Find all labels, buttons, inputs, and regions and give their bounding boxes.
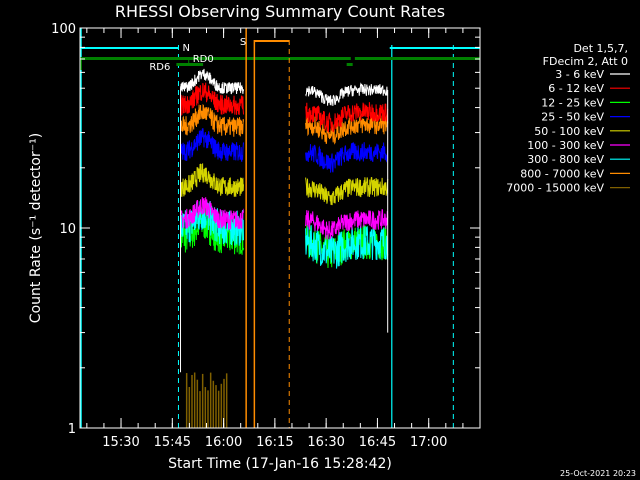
x-tick-label: 16:00 (205, 435, 242, 450)
series-line-0-a (180, 68, 244, 95)
series-line-5-a (180, 197, 244, 230)
flag-RD6-bar (176, 63, 204, 66)
legend-entry-label: 300 - 800 keV (527, 153, 604, 166)
flag-RD0-label: RD0 (193, 54, 214, 65)
flag-N-label: N (182, 43, 189, 54)
flag-N-bar (389, 47, 480, 49)
flag-S-label: S (240, 37, 246, 48)
legend-entry-label: 12 - 25 keV (541, 96, 604, 109)
flags-layer: N RD0 RD6 S (80, 28, 480, 428)
flag-RD0-bar (80, 57, 351, 60)
chart-title: RHESSI Observing Summary Count Rates (115, 2, 445, 21)
y-tick-label: 1 (68, 422, 76, 437)
x-tick-label: 15:30 (102, 435, 139, 450)
legend-entry-label: 6 - 12 keV (548, 82, 604, 95)
x-axis-label: Start Time (17-Jan-16 15:28:42) (168, 456, 392, 472)
legend-entry-label: 25 - 50 keV (541, 111, 604, 124)
footer-date: 25-Oct-2021 20:23 (560, 469, 636, 478)
series-line-3-b (305, 142, 389, 173)
legend-entry-label: 7000 - 15000 keV (506, 182, 604, 195)
flag-S-bar (254, 40, 290, 42)
flag-RD0-bar (354, 57, 480, 60)
series-line-4-b (305, 176, 389, 206)
y-tick-label: 100 (51, 22, 76, 37)
series-line-3-a (180, 128, 244, 162)
series-line-6-b (305, 224, 389, 269)
series-line-1-a (180, 82, 244, 116)
series-line-7-a (180, 103, 244, 137)
legend-entry-label: 50 - 100 keV (534, 125, 604, 138)
series-layer (180, 68, 389, 428)
legend-entry-label: 3 - 6 keV (555, 68, 604, 81)
x-tick-label: 16:30 (307, 435, 344, 450)
y-tick-label: 10 (59, 222, 76, 237)
flag-RD6-label: RD6 (149, 62, 170, 73)
legend-entry-label: 800 - 7000 keV (520, 167, 604, 180)
legend-header-line: FDecim 2, Att 0 (543, 55, 628, 68)
series-line-4-a (180, 163, 244, 197)
legend-entry-label: 100 - 300 keV (527, 139, 604, 152)
flag-RD0-mark (346, 63, 353, 66)
legend-header-line: Det 1,5,7, (573, 42, 628, 55)
series-line-0-b (305, 82, 389, 106)
series-line-1-b (305, 102, 389, 133)
x-tick-label: 16:45 (359, 435, 396, 450)
x-tick-label: 17:00 (410, 435, 447, 450)
x-tick-label: 15:45 (154, 435, 191, 450)
x-tick-label: 16:15 (256, 435, 293, 450)
y-axis-label: Count Rate (s⁻¹ detector⁻¹) (28, 133, 44, 323)
axes-layer: 15:30 15:45 16:00 16:15 16:30 16:45 17:00 1 10 10… (51, 22, 481, 450)
flag-N-bar (80, 47, 179, 49)
series-line-5-b (305, 209, 389, 240)
